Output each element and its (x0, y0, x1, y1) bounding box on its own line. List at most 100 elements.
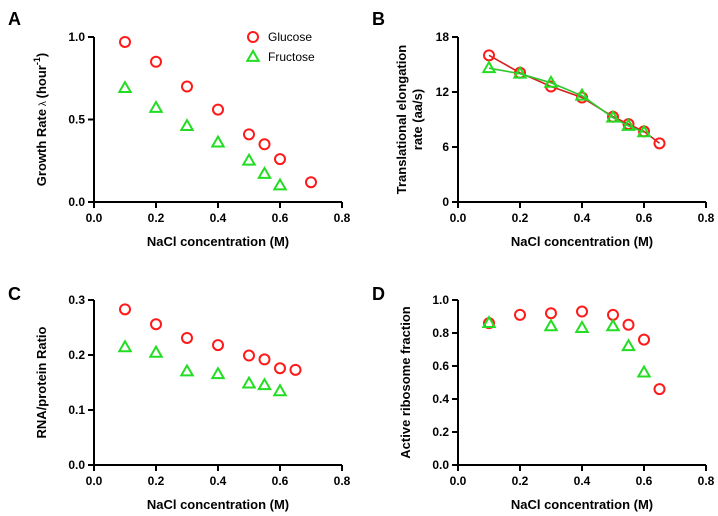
glucose-point (653, 383, 666, 396)
glucose-point (119, 303, 131, 316)
fructose-point (636, 364, 652, 378)
x-tick-label: 0.4 (210, 211, 227, 225)
glucose-point (258, 138, 271, 151)
glucose-point (119, 35, 131, 48)
x-tick-label: 0.8 (334, 211, 351, 225)
y-axis-label: rate (aa/s) (410, 89, 425, 150)
glucose-point (545, 307, 557, 320)
x-tick-label: 0.2 (148, 474, 165, 488)
x-axis-label: NaCl concentration (M) (511, 497, 653, 512)
x-tick-label: 0.0 (86, 211, 103, 225)
y-tick-label: 0.8 (432, 326, 449, 340)
fructose-point (543, 74, 559, 88)
glucose-point (514, 308, 526, 321)
x-axis-label: NaCl concentration (M) (147, 234, 289, 249)
glucose-point (289, 363, 302, 376)
y-tick-label: 12 (436, 85, 450, 99)
x-tick-label: 0.6 (636, 211, 653, 225)
panel-letter-b: B (372, 9, 385, 29)
y-tick-label: 0.5 (68, 113, 85, 127)
fructose-point (512, 65, 528, 79)
x-tick-label: 0.8 (698, 211, 715, 225)
fructose-point (543, 318, 559, 332)
glucose-point (274, 362, 286, 375)
x-axis-label: NaCl concentration (M) (147, 497, 289, 512)
glucose-point (181, 80, 193, 93)
fructose-point (148, 344, 164, 358)
fructose-point (605, 109, 621, 123)
glucose-point (576, 305, 588, 318)
fructose-point (257, 377, 272, 391)
legend: Glucose Fructose (245, 30, 315, 64)
glucose-point (305, 176, 317, 189)
fructose-point (481, 60, 497, 74)
x-tick-label: 0.4 (210, 474, 227, 488)
x-tick-label: 0.0 (86, 474, 103, 488)
fructose-point (621, 338, 636, 352)
legend-fructose-label: Fructose (268, 50, 315, 64)
glucose-point (274, 153, 286, 166)
x-tick-label: 0.2 (512, 474, 529, 488)
fructose-point (272, 177, 288, 191)
glucose-point (150, 55, 162, 68)
fructose-point (574, 320, 590, 333)
glucose-point (622, 318, 635, 331)
fructose-point (257, 165, 272, 179)
panel-letter-c: C (8, 284, 21, 304)
fructose-point (574, 87, 590, 101)
fructose-point (241, 375, 257, 389)
glucose-point (653, 137, 666, 150)
y-tick-label: 1.0 (432, 293, 449, 307)
series-line-fructose (488, 67, 645, 134)
legend-glucose-marker (247, 31, 259, 43)
x-tick-label: 0.6 (636, 474, 653, 488)
panel-c: 0.0 0.2 0.4 0.6 0.8 0.0 0.1 0.2 0.3 NaCl concentr… (34, 293, 351, 512)
y-tick-label: 0.4 (432, 392, 449, 406)
panel-b: 0.0 0.2 0.4 0.6 0.8 0 6 12 18 NaCl concentration … (394, 30, 715, 249)
y-tick-label: 0.6 (432, 359, 449, 373)
fructose-point (210, 366, 226, 380)
y-tick-label: 18 (436, 30, 450, 44)
y-axis-label: Active ribosome fraction (398, 306, 413, 458)
fructose-point (179, 118, 195, 131)
glucose-point (258, 353, 271, 366)
panel-a: 0.0 0.2 0.4 0.6 0.8 0.0 0.5 1.0 NaCl concentrati… (32, 30, 351, 249)
x-tick-label: 0.2 (148, 211, 165, 225)
y-axis-label: Growth Rate λ (hour-1) (32, 53, 49, 186)
y-axis-label: Translational elongation (394, 45, 409, 195)
x-tick-label: 0.2 (512, 211, 529, 225)
legend-glucose-label: Glucose (268, 30, 312, 44)
fructose-point (179, 363, 195, 377)
glucose-point (212, 339, 224, 352)
x-tick-label: 0.4 (574, 474, 591, 488)
glucose-point (607, 308, 619, 321)
glucose-point (181, 331, 193, 344)
glucose-point (638, 333, 650, 346)
fructose-point (481, 315, 497, 328)
y-tick-label: 0.2 (432, 425, 449, 439)
fructose-point (148, 99, 164, 113)
y-tick-label: 6 (442, 140, 449, 154)
legend-fructose-marker (245, 48, 261, 62)
x-tick-label: 0.0 (450, 211, 467, 225)
y-tick-label: 0.3 (68, 293, 85, 307)
y-tick-label: 0.0 (68, 458, 85, 472)
fructose-point (636, 124, 652, 138)
fructose-point (241, 152, 257, 166)
panel-d: 0.0 0.2 0.4 0.6 0.8 0.0 0.2 0.4 0.6 0.8 1.0 NaCl co… (398, 293, 715, 512)
y-axis-label: RNA/protein Ratio (34, 326, 49, 438)
fructose-point (210, 134, 226, 148)
fructose-point (621, 117, 636, 131)
fructose-point (117, 80, 133, 94)
y-tick-label: 0 (442, 195, 449, 209)
x-tick-label: 0.0 (450, 474, 467, 488)
glucose-point (243, 128, 255, 141)
fructose-point (605, 318, 621, 332)
x-tick-label: 0.6 (272, 211, 289, 225)
y-tick-label: 1.0 (68, 30, 85, 44)
fructose-point (117, 339, 133, 353)
glucose-point (150, 318, 162, 331)
glucose-point (212, 103, 224, 116)
glucose-point (243, 349, 255, 362)
